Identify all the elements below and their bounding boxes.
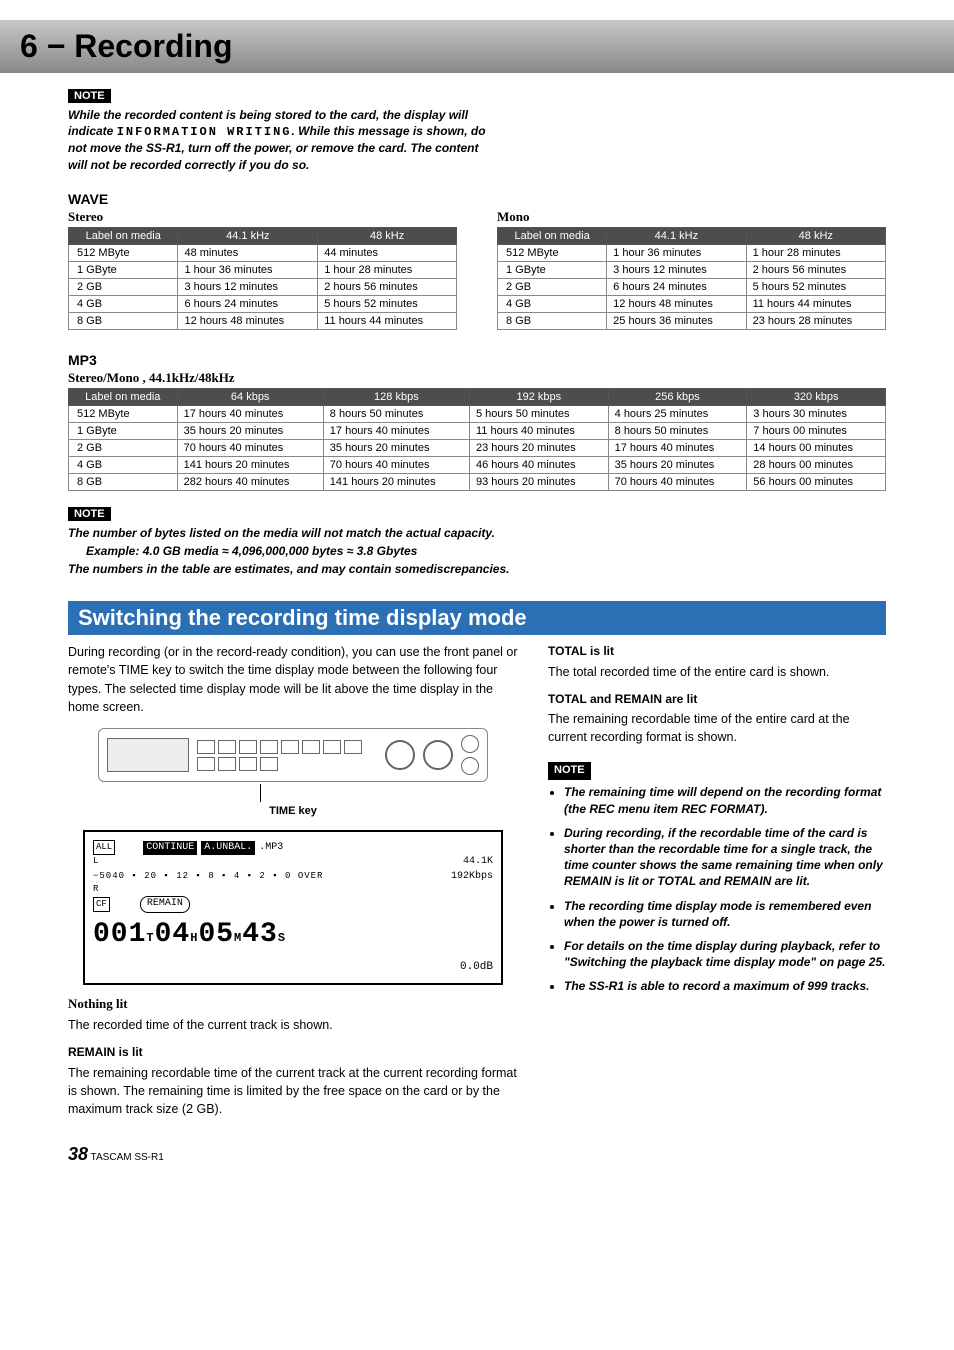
nothing-lit-heading: Nothing lit	[68, 995, 518, 1014]
lcd-rate: 44.1K	[451, 855, 493, 870]
lcd-bps: 192Kbps	[451, 870, 493, 885]
bullet: The remaining time will depend on the re…	[564, 784, 886, 816]
wave-heading: WAVE	[68, 191, 886, 207]
bullet: The SS-R1 is able to record a maximum of…	[564, 978, 886, 994]
lcd-display: ALL CONTINUE A.UNBAL. .MP3 L −5040 ▪ 20 …	[83, 830, 503, 985]
panel-screen	[107, 738, 189, 772]
note-code: INFORMATION WRITING	[117, 125, 292, 139]
jog-knob-icon	[423, 740, 453, 770]
col-header: 48 kHz	[318, 227, 457, 244]
both-heading: TOTAL and REMAIN are lit	[548, 691, 886, 708]
bullet: For details on the time display during p…	[564, 938, 886, 970]
note-label: NOTE	[68, 89, 111, 103]
footer-model: TASCAM SS-R1	[91, 1152, 164, 1163]
section-heading: Switching the recording time display mod…	[68, 601, 886, 635]
mp3-heading: MP3	[68, 352, 886, 368]
lcd-db: 0.0dB	[93, 960, 493, 976]
both-text: The remaining recordable time of the ent…	[548, 710, 886, 746]
chapter-banner: 6 − Recording	[0, 20, 954, 73]
note-text: While the recorded content is being stor…	[68, 107, 488, 173]
bullet: During recording, if the recordable time…	[564, 825, 886, 890]
col-header: Label on media	[69, 227, 178, 244]
device-panel-illustration	[98, 728, 488, 782]
note2-line1: The number of bytes listed on the media …	[68, 525, 886, 541]
lcd-continue: CONTINUE	[143, 841, 197, 856]
lcd-cf: CF	[93, 897, 110, 912]
bullet: The recording time display mode is remem…	[564, 898, 886, 930]
lcd-meter: −5040 ▪ 20 ▪ 12 ▪ 8 ▪ 4 ▪ 2 ▪ 0 OVER	[93, 870, 323, 883]
lcd-ext: .MP3	[259, 841, 283, 856]
remain-text: The remaining recordable time of the cur…	[68, 1064, 518, 1118]
lcd-remain-pill: REMAIN	[140, 896, 190, 913]
lcd-time: 001T04H05M43S	[93, 915, 493, 956]
note-label: NOTE	[68, 507, 111, 521]
chapter-title: 6 − Recording	[20, 28, 934, 65]
lcd-balance: A.UNBAL.	[201, 841, 255, 856]
mp3-sub: Stereo/Mono , 44.1kHz/48kHz	[68, 370, 886, 386]
stereo-label: Stereo	[68, 209, 457, 225]
nothing-lit-text: The recorded time of the current track i…	[68, 1016, 518, 1034]
total-heading: TOTAL is lit	[548, 643, 886, 660]
wave-mono-table: Label on media 44.1 kHz 48 kHz 512 MByte…	[497, 227, 886, 330]
time-key-caption: TIME key	[68, 804, 518, 820]
col-header: Label on media	[498, 227, 607, 244]
note-label: NOTE	[548, 762, 591, 780]
col-header: 48 kHz	[746, 227, 885, 244]
col-header: 44.1 kHz	[607, 227, 746, 244]
col-header: 44.1 kHz	[178, 227, 318, 244]
section-intro: During recording (or in the record-ready…	[68, 643, 518, 716]
note2-line3: The numbers in the table are estimates, …	[68, 561, 886, 577]
total-text: The total recorded time of the entire ca…	[548, 663, 886, 681]
note-bullets: The remaining time will depend on the re…	[548, 784, 886, 994]
mono-label: Mono	[497, 209, 886, 225]
mp3-table: Label on media 64 kbps 128 kbps 192 kbps…	[68, 388, 886, 491]
page-number: 38	[68, 1144, 88, 1164]
page-footer: 38 TASCAM SS-R1	[0, 1138, 954, 1205]
lcd-all-badge: ALL	[93, 840, 115, 855]
jog-knob-icon	[385, 740, 415, 770]
note2-line2: Example: 4.0 GB media ≈ 4,096,000,000 by…	[86, 543, 886, 559]
remain-heading: REMAIN is lit	[68, 1044, 518, 1061]
wave-stereo-table: Label on media 44.1 kHz 48 kHz 512 MByte…	[68, 227, 457, 330]
